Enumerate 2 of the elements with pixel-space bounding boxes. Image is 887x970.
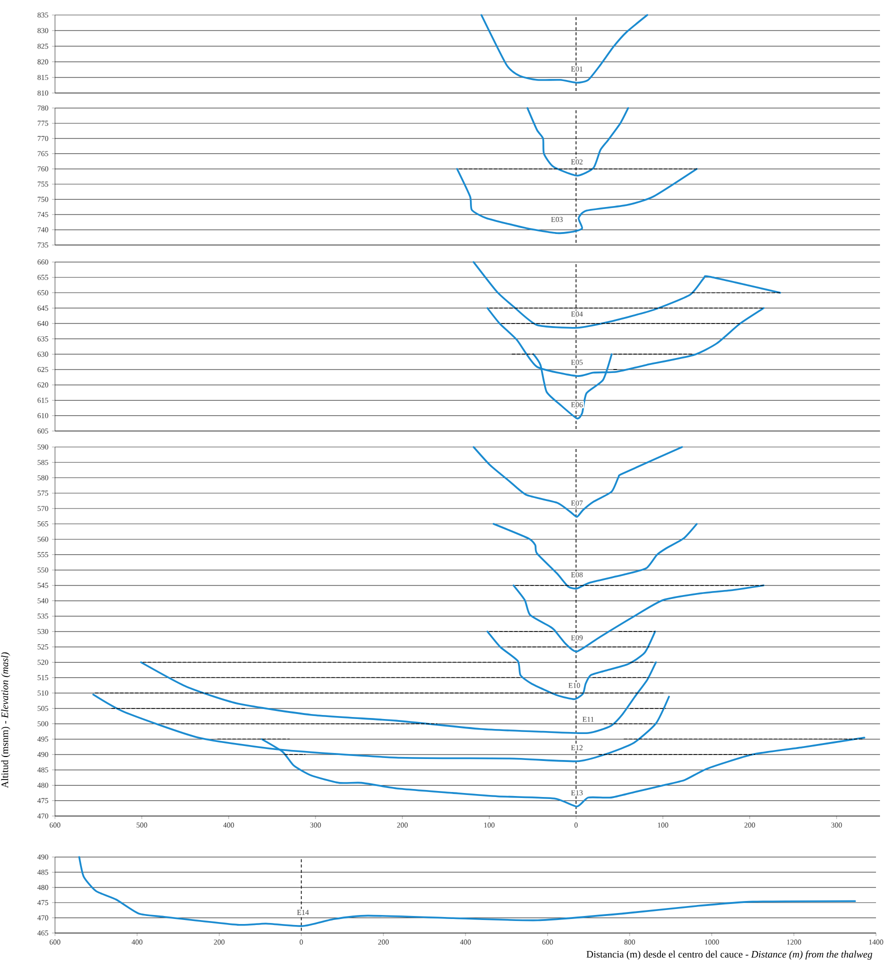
y-axis-title: Altitud (msnm) - Elevation (masl) bbox=[1, 652, 10, 788]
x-axis-title: Distancia (m) desde el centro del cauce - Distance (m) from the thalweg bbox=[586, 950, 872, 960]
